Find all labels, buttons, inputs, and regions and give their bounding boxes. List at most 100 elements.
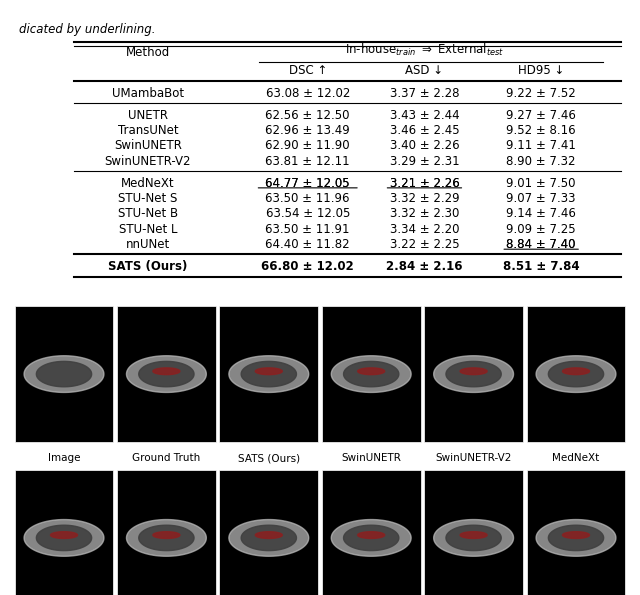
Text: MedNeXt: MedNeXt (552, 453, 600, 463)
Polygon shape (139, 361, 194, 387)
Polygon shape (536, 356, 616, 393)
Text: 63.54 ± 12.05: 63.54 ± 12.05 (266, 207, 350, 220)
Polygon shape (434, 519, 513, 556)
Polygon shape (563, 368, 589, 375)
Text: 63.81 ± 12.11: 63.81 ± 12.11 (266, 155, 350, 168)
Text: STU-Net L: STU-Net L (118, 223, 177, 236)
Text: SwinUNETR: SwinUNETR (341, 453, 401, 463)
Text: 64.77 ± 12.05: 64.77 ± 12.05 (266, 177, 350, 190)
Text: 63.50 ± 11.96: 63.50 ± 11.96 (266, 192, 350, 205)
Text: 9.27 ± 7.46: 9.27 ± 7.46 (506, 109, 576, 122)
Text: 9.09 ± 7.25: 9.09 ± 7.25 (506, 223, 576, 236)
Text: 62.96 ± 13.49: 62.96 ± 13.49 (266, 124, 350, 137)
Text: 3.21 ± 2.26: 3.21 ± 2.26 (390, 177, 460, 190)
FancyBboxPatch shape (322, 306, 420, 442)
Polygon shape (127, 519, 206, 556)
Polygon shape (229, 356, 308, 393)
Text: 8.84 ± 7.40: 8.84 ± 7.40 (506, 238, 576, 251)
Text: 63.50 ± 11.91: 63.50 ± 11.91 (266, 223, 350, 236)
Polygon shape (460, 368, 487, 375)
FancyBboxPatch shape (220, 470, 318, 595)
Text: 3.34 ± 2.20: 3.34 ± 2.20 (390, 223, 459, 236)
Text: Ground Truth: Ground Truth (132, 453, 200, 463)
Text: 9.11 ± 7.41: 9.11 ± 7.41 (506, 139, 576, 152)
Text: 62.90 ± 11.90: 62.90 ± 11.90 (266, 139, 350, 152)
Text: In-house$_{\mathit{train}}$ $\Rightarrow$ External$_{\mathit{test}}$: In-house$_{\mathit{train}}$ $\Rightarrow… (345, 42, 504, 58)
Polygon shape (358, 368, 385, 375)
Text: 8.90 ± 7.32: 8.90 ± 7.32 (506, 155, 576, 168)
Text: 3.21 ± 2.26: 3.21 ± 2.26 (390, 177, 460, 190)
Polygon shape (127, 356, 206, 393)
Text: STU-Net S: STU-Net S (118, 192, 178, 205)
Text: UNETR: UNETR (128, 109, 168, 122)
Polygon shape (446, 361, 501, 387)
Text: SATS (Ours): SATS (Ours) (237, 453, 300, 463)
Polygon shape (460, 532, 487, 538)
Polygon shape (548, 361, 604, 387)
Text: 66.80 ± 12.02: 66.80 ± 12.02 (261, 259, 354, 273)
Text: 3.37 ± 2.28: 3.37 ± 2.28 (390, 87, 459, 100)
FancyBboxPatch shape (220, 306, 318, 442)
FancyBboxPatch shape (322, 470, 420, 595)
Polygon shape (36, 525, 92, 550)
Text: 3.29 ± 2.31: 3.29 ± 2.31 (390, 155, 460, 168)
Text: MedNeXt: MedNeXt (121, 177, 175, 190)
Text: Image: Image (48, 453, 80, 463)
Text: 3.32 ± 2.30: 3.32 ± 2.30 (390, 207, 459, 220)
Text: STU-Net B: STU-Net B (118, 207, 178, 220)
Polygon shape (51, 532, 77, 538)
FancyBboxPatch shape (527, 470, 625, 595)
Text: SwinUNETR-V2: SwinUNETR-V2 (435, 453, 512, 463)
Polygon shape (24, 519, 104, 556)
FancyBboxPatch shape (15, 470, 113, 595)
Text: 9.22 ± 7.52: 9.22 ± 7.52 (506, 87, 576, 100)
Text: TransUNet: TransUNet (118, 124, 179, 137)
Polygon shape (24, 356, 104, 393)
Text: SwinUNETR-V2: SwinUNETR-V2 (105, 155, 191, 168)
Polygon shape (344, 361, 399, 387)
Text: SwinUNETR: SwinUNETR (114, 139, 182, 152)
Text: 9.07 ± 7.33: 9.07 ± 7.33 (506, 192, 576, 205)
Text: 9.01 ± 7.50: 9.01 ± 7.50 (506, 177, 576, 190)
Polygon shape (153, 532, 180, 538)
Polygon shape (255, 532, 282, 538)
Text: 8.84 ± 7.40: 8.84 ± 7.40 (506, 238, 576, 251)
Text: 62.56 ± 12.50: 62.56 ± 12.50 (266, 109, 350, 122)
Text: DSC ↑: DSC ↑ (289, 64, 327, 77)
FancyBboxPatch shape (424, 470, 523, 595)
Text: 3.22 ± 2.25: 3.22 ± 2.25 (390, 238, 460, 251)
Polygon shape (241, 361, 296, 387)
Polygon shape (332, 519, 411, 556)
FancyBboxPatch shape (117, 470, 216, 595)
Text: 64.40 ± 11.82: 64.40 ± 11.82 (266, 238, 350, 251)
Polygon shape (255, 368, 282, 375)
Polygon shape (153, 368, 180, 375)
Text: 9.14 ± 7.46: 9.14 ± 7.46 (506, 207, 576, 220)
Polygon shape (358, 532, 385, 538)
Text: HD95 ↓: HD95 ↓ (518, 64, 564, 77)
Polygon shape (332, 356, 411, 393)
Text: 63.08 ± 12.02: 63.08 ± 12.02 (266, 87, 350, 100)
Text: 3.40 ± 2.26: 3.40 ± 2.26 (390, 139, 460, 152)
Text: 3.32 ± 2.29: 3.32 ± 2.29 (390, 192, 460, 205)
Polygon shape (229, 519, 308, 556)
Polygon shape (434, 356, 513, 393)
Text: 3.46 ± 2.45: 3.46 ± 2.45 (390, 124, 460, 137)
Text: ASD ↓: ASD ↓ (405, 64, 444, 77)
Text: 8.51 ± 7.84: 8.51 ± 7.84 (503, 259, 579, 273)
Polygon shape (548, 525, 604, 550)
Text: dicated by underlining.: dicated by underlining. (19, 23, 156, 36)
Polygon shape (446, 525, 501, 550)
Text: 64.77 ± 12.05: 64.77 ± 12.05 (266, 177, 350, 190)
Text: nnUNet: nnUNet (126, 238, 170, 251)
Polygon shape (36, 361, 92, 387)
FancyBboxPatch shape (424, 306, 523, 442)
Polygon shape (344, 525, 399, 550)
Text: SATS (Ours): SATS (Ours) (108, 259, 188, 273)
Text: 9.52 ± 8.16: 9.52 ± 8.16 (506, 124, 576, 137)
Text: UMambaBot: UMambaBot (112, 87, 184, 100)
Polygon shape (241, 525, 296, 550)
Text: Method: Method (126, 46, 170, 60)
FancyBboxPatch shape (527, 306, 625, 442)
FancyBboxPatch shape (117, 306, 216, 442)
